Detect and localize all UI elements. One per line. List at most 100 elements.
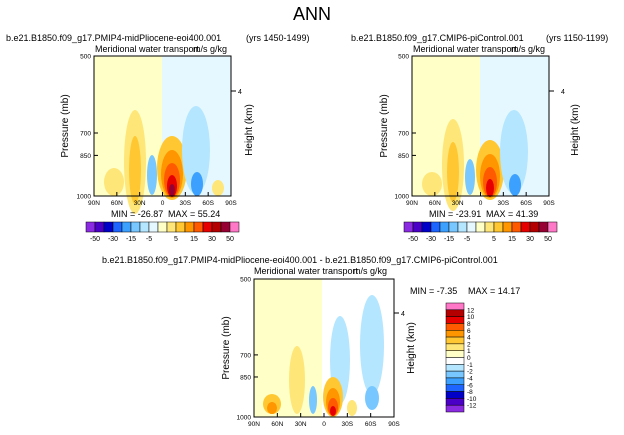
panel-1-xtick-label: 30S	[180, 200, 192, 207]
panel-2-cell-eq-core	[486, 179, 494, 197]
panel-2-colorbar-label: 15	[508, 236, 516, 243]
panel-2-xtick-label: 0	[479, 200, 483, 207]
panel-3-colorbar-label: 10	[467, 314, 475, 321]
panel-1-colorbar-label: -50	[90, 236, 100, 243]
panel-2-colorbar-box	[520, 221, 531, 233]
panel-1-colorbar-box	[193, 221, 204, 233]
panel-1-cell-30s-neg	[182, 106, 210, 194]
panel-2-ytick-label: 1000	[395, 194, 410, 201]
panel-3-colorbar-label: -4	[467, 375, 473, 382]
panel-3: b.e21.B1850.f09_g17.PMIP4-midPliocene-eo…	[102, 255, 520, 428]
panel-3-colorbar-box	[445, 364, 465, 372]
panel-2-colorbar-box	[448, 221, 459, 233]
panel-3-colorbar-box	[445, 384, 465, 392]
panel-2-colorbar-box	[493, 221, 504, 233]
panel-1-right-tick-label: 4	[238, 89, 242, 96]
panel-3-colorbar-box	[445, 391, 465, 399]
panel-1-xtick-label: 30N	[134, 200, 146, 207]
panel-3-colorbar-label: 8	[467, 321, 471, 328]
panel-2-cell-30s-neg-inner	[509, 174, 521, 196]
panel-2-xtick-label: 60N	[429, 200, 441, 207]
panel-3-colorbar-box	[445, 323, 465, 331]
panel-3-xtick-label: 60S	[365, 421, 377, 428]
panel-2-ytick-label: 850	[398, 153, 409, 160]
panel-3-colorbar-box	[445, 336, 465, 345]
panel-1-colorbar-box	[229, 221, 240, 233]
panel-1-cell-30n-inner	[129, 136, 141, 204]
panel-2-colorbar-label: -15	[444, 236, 454, 243]
panel-2-colorbar-label: -5	[464, 236, 470, 243]
panel-1-years: (yrs 1450-1499)	[246, 33, 310, 43]
panel-3-colorbar-label: 12	[467, 307, 475, 314]
panel-1-case: b.e21.B1850.f09_g17.PMIP4-midPliocene-eo…	[6, 33, 221, 43]
panel-1-right-label: Height (km)	[244, 104, 255, 156]
panel-3-right-tick-label: 4	[401, 311, 405, 318]
panel-2-max: MAX = 41.39	[486, 209, 538, 219]
panel-1-colorbar: -50 -30 -15 -5 5 15 30 50	[85, 221, 240, 243]
panel-3-colorbar-label: -10	[467, 396, 477, 403]
panel-2-right-tick-label: 4	[561, 89, 565, 96]
panel-3-colorbar-box	[445, 370, 465, 379]
panel-2-plot-title: Meridional water transport	[413, 44, 518, 54]
panel-2-right-label: Height (km)	[570, 104, 581, 156]
panel-2-colorbar-label: 30	[526, 236, 534, 243]
panel-1-ytick-label: 850	[80, 153, 91, 160]
panel-1-colorbar-label: 15	[190, 236, 198, 243]
panel-3-colorbar-box	[445, 330, 465, 338]
panel-3-colorbar-box	[445, 357, 465, 365]
panel-3-cell-eq-blue	[309, 386, 317, 414]
panel-1-xtick-label: 60S	[202, 200, 214, 207]
panel-2-colorbar-box	[484, 221, 495, 233]
panel-3-ytick-label: 700	[240, 352, 251, 359]
panel-1-colorbar-box	[112, 221, 123, 233]
panel-3-plot: 90N 60N 30N 0 30S 60S 90S 500 700 850 1000	[237, 277, 401, 429]
panel-3-cell-60s-neg-inner	[365, 386, 379, 410]
panel-2-colorbar-box	[502, 221, 513, 233]
panel-3-xtick-label: 90S	[388, 421, 400, 428]
panel-3-plot-title: Meridional water transport	[254, 266, 359, 276]
panel-2-colorbar-box	[547, 221, 558, 233]
panel-2-ytick-label: 700	[398, 131, 409, 138]
panel-2-colorbar-box	[421, 221, 432, 233]
panel-2-xtick-label: 60S	[520, 200, 532, 207]
page-title: ANN	[293, 4, 331, 24]
panel-1-colorbar-box	[85, 221, 96, 233]
panel-3-cell-60n-pos-core	[267, 402, 277, 414]
panel-3-xtick-label: 90N	[248, 421, 260, 428]
panel-2-case: b.e21.B1850.f09_g17.CMIP6-piControl.001	[351, 33, 524, 43]
panel-2-colorbar-box	[511, 221, 522, 233]
panel-3-colorbar-box	[445, 309, 465, 317]
panel-2-cell-30s-neg	[500, 110, 528, 194]
panel-1-colorbar-box	[211, 221, 222, 233]
panel-1-colorbar-box	[202, 221, 213, 233]
panel-1: b.e21.B1850.f09_g17.PMIP4-midPliocene-eo…	[6, 33, 310, 243]
panel-1-colorbar-box	[148, 221, 159, 233]
panel-1-xtick-label: 0	[161, 200, 165, 207]
panel-3-colorbar-box	[445, 398, 465, 406]
panel-3-colorbar-label: -2	[467, 369, 473, 376]
panel-2-units: m/s g/kg	[511, 44, 545, 54]
panel-2-min: MIN = -23.91	[429, 209, 481, 219]
panel-2-colorbar-box	[439, 221, 450, 233]
panel-2-colorbar-box	[466, 221, 477, 233]
panel-1-units: m/s g/kg	[193, 44, 227, 54]
panel-1-colorbar-label: 5	[174, 236, 178, 243]
panel-1-colorbar-box	[139, 221, 150, 233]
panel-1-xtick-label: 60N	[111, 200, 123, 207]
panel-1-cell-60s-pos	[212, 180, 224, 196]
panel-3-cell-60s-neg	[360, 295, 384, 395]
panel-3-colorbar-box	[445, 316, 465, 324]
panel-3-colorbar-box	[445, 350, 465, 358]
panel-1-cell-eq-blue	[147, 155, 157, 195]
panel-3-cell-30s-pos	[347, 400, 357, 416]
panel-1-ylabel: Pressure (mb)	[60, 94, 71, 157]
panel-3-xtick-label: 30N	[295, 421, 307, 428]
panel-1-colorbar-box	[220, 221, 231, 233]
panel-3-colorbar-box	[445, 302, 465, 311]
panel-2-cell-eq-blue	[465, 159, 475, 195]
panel-3-cell-eq-core	[330, 406, 336, 416]
panel-3-ytick-label: 850	[240, 374, 251, 381]
panel-2-colorbar-box	[457, 221, 468, 233]
panel-3-colorbar-label: 0	[467, 355, 471, 362]
